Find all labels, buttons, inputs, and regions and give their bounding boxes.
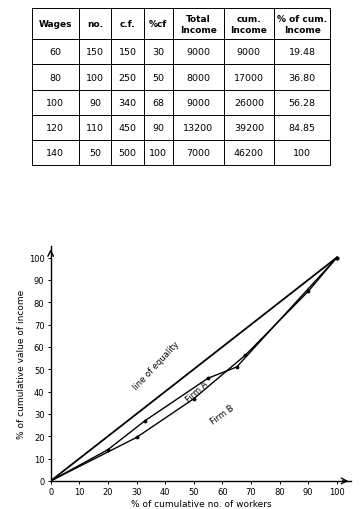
X-axis label: % of cumulative no. of workers: % of cumulative no. of workers xyxy=(131,499,271,508)
Text: line of equality: line of equality xyxy=(132,339,181,391)
Text: Firm B: Firm B xyxy=(209,403,236,426)
Y-axis label: % of cumulative value of income: % of cumulative value of income xyxy=(17,290,26,438)
Text: Firm A: Firm A xyxy=(184,380,209,404)
